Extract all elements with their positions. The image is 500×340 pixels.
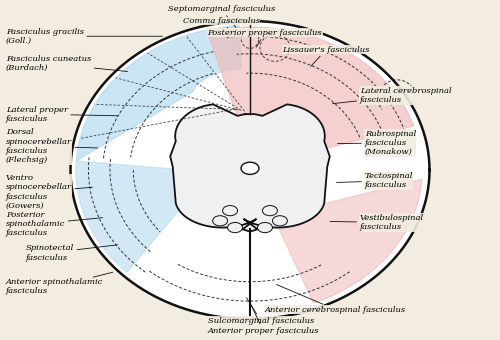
Text: Ventro
spinocerebellar
fasciculus
(Gowers): Ventro spinocerebellar fasciculus (Gower… (6, 174, 92, 210)
Text: Comma fasciculus: Comma fasciculus (182, 17, 260, 37)
Text: Posterior proper fasciculus: Posterior proper fasciculus (208, 29, 322, 47)
Polygon shape (76, 161, 200, 272)
Text: Lateral proper
fasciculus: Lateral proper fasciculus (6, 105, 117, 123)
Circle shape (228, 222, 242, 233)
Polygon shape (277, 179, 422, 303)
Polygon shape (207, 27, 414, 154)
Text: Lissauer's fasciculus: Lissauer's fasciculus (282, 46, 370, 66)
Text: Anterior cerebrospinal fasciculus: Anterior cerebrospinal fasciculus (265, 285, 406, 313)
Polygon shape (170, 104, 330, 232)
Circle shape (262, 206, 278, 216)
Text: Spinotectal
fasciculus: Spinotectal fasciculus (26, 244, 118, 261)
Polygon shape (76, 26, 241, 161)
Circle shape (222, 206, 238, 216)
Text: Tectospinal
fasciculus: Tectospinal fasciculus (336, 172, 413, 189)
Text: Anterior proper fasciculus: Anterior proper fasciculus (208, 305, 319, 335)
Text: Dorsal
spinocerebellar
fasciculus
(Flechsig): Dorsal spinocerebellar fasciculus (Flech… (6, 129, 98, 164)
Circle shape (212, 216, 228, 226)
Text: Fasciculus gracilis
(Goll.): Fasciculus gracilis (Goll.) (6, 28, 162, 45)
Circle shape (241, 162, 259, 174)
Text: Posterior
spinothalamic
fasciculus: Posterior spinothalamic fasciculus (6, 211, 102, 237)
Text: Sulcomarginal fasciculus: Sulcomarginal fasciculus (208, 298, 314, 325)
Text: Rubrospinal
fasciculus
(Monakow): Rubrospinal fasciculus (Monakow) (338, 130, 416, 156)
Text: Vestibulospinal
fasciculus: Vestibulospinal fasciculus (330, 214, 424, 231)
Polygon shape (70, 21, 430, 319)
Text: Septomarginal fasciculus: Septomarginal fasciculus (168, 5, 275, 27)
Circle shape (272, 216, 287, 226)
Text: Fasciculus cuneatus
(Burdach): Fasciculus cuneatus (Burdach) (6, 55, 128, 72)
Circle shape (258, 222, 272, 233)
Text: Anterior spinothalamic
fasciculus: Anterior spinothalamic fasciculus (6, 272, 112, 295)
Text: Lateral cerebrospinal
fasciculus: Lateral cerebrospinal fasciculus (332, 87, 452, 104)
